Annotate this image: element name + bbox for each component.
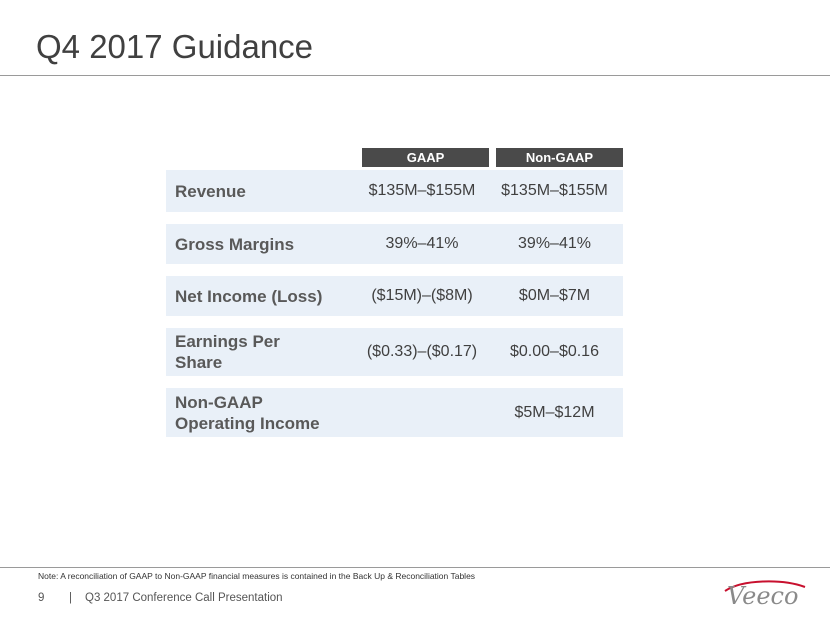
gaap-value: ($0.33)–($0.17) — [366, 343, 478, 360]
veeco-logo-icon: Veeco — [724, 580, 806, 610]
row-label: Earnings Per Share — [166, 331, 356, 373]
svg-text:Veeco: Veeco — [727, 582, 798, 609]
non-gaap-value: $0M–$7M — [518, 287, 591, 304]
row-label: Revenue — [175, 181, 246, 201]
non-gaap-value: $135M–$155M — [501, 182, 608, 199]
table-row-net-income: Net Income (Loss) ($15M)–($8M) $0M–$7M — [166, 276, 623, 316]
page-title: Q4 2017 Guidance — [36, 28, 314, 65]
title-divider — [0, 75, 830, 76]
table-row-gross-margins: Gross Margins 39%–41% 39%–41% — [166, 224, 623, 264]
column-header-gaap: GAAP — [362, 148, 489, 167]
row-label: Net Income (Loss) — [175, 286, 323, 306]
row-label-line2: Share — [175, 353, 223, 372]
table-row-operating-income: Non-GAAP Operating Income $5M–$12M — [166, 388, 623, 437]
footnote: Note: A reconciliation of GAAP to Non-GA… — [38, 571, 476, 581]
page-number: 9 — [38, 592, 45, 604]
row-label-line1: Non-GAAP — [175, 392, 263, 412]
gaap-value: $135M–$155M — [368, 182, 476, 199]
gaap-value: 39%–41% — [385, 235, 459, 252]
row-label-line2: Operating Income — [175, 413, 320, 433]
column-header-non-gaap: Non-GAAP — [496, 148, 623, 167]
table-row-eps: Earnings Per Share ($0.33)–($0.17) $0.00… — [166, 328, 623, 376]
non-gaap-value: 39%–41% — [518, 235, 591, 252]
presentation-title: Q3 2017 Conference Call Presentation — [85, 592, 283, 604]
row-label: Non-GAAP Operating Income — [166, 392, 356, 434]
non-gaap-value: $0.00–$0.16 — [510, 343, 599, 360]
non-gaap-value: $5M–$12M — [514, 403, 595, 421]
footer-divider — [0, 567, 830, 568]
gaap-value: ($15M)–($8M) — [371, 287, 473, 304]
footer-separator: | — [69, 592, 72, 604]
row-label: Gross Margins — [175, 234, 295, 254]
row-label-line1: Earnings Per — [175, 332, 280, 351]
table-row-revenue: Revenue $135M–$155M $135M–$155M — [166, 170, 623, 212]
veeco-logo: Veeco — [723, 577, 807, 610]
